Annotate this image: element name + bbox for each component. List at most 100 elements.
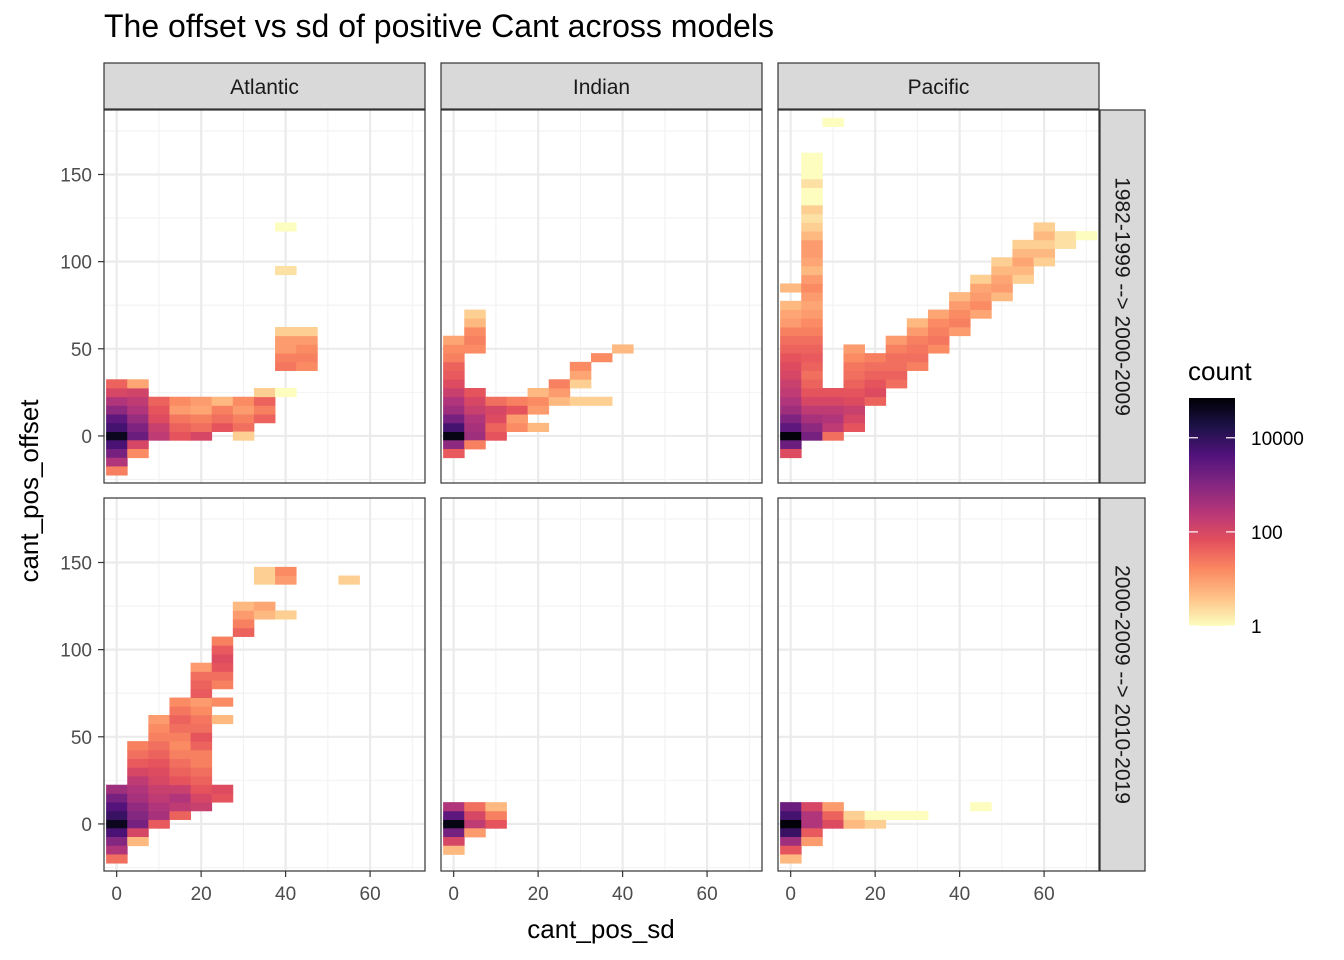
y-axis-title: cant_pos_offset [14, 399, 44, 583]
heatmap-tile [211, 405, 234, 415]
heatmap-tile [464, 819, 486, 829]
y-tick-label: 0 [81, 427, 92, 448]
heatmap-tile [253, 388, 276, 398]
heatmap-tile [275, 361, 297, 371]
heatmap-tile [1075, 231, 1098, 241]
heatmap-tile [970, 274, 992, 284]
chart-title: The offset vs sd of positive Cant across… [104, 8, 774, 44]
heatmap-tile [169, 776, 191, 786]
heatmap-tile [464, 431, 486, 441]
heatmap-tile [1033, 239, 1056, 249]
panel-atlantic-row2 [104, 498, 425, 871]
heatmap-tile [106, 449, 128, 459]
heatmap-tile [780, 335, 802, 345]
heatmap-tile [864, 388, 887, 398]
heatmap-tile [148, 758, 170, 768]
x-tick-label: 40 [949, 884, 970, 905]
heatmap-tile [843, 361, 865, 371]
heatmap-tile [822, 396, 844, 406]
heatmap-tile [1012, 248, 1034, 258]
y-tick-label: 0 [81, 815, 92, 836]
y-tick-label: 150 [60, 553, 92, 574]
heatmap-tile [906, 810, 929, 820]
heatmap-tile [127, 802, 149, 812]
heatmap-tile [885, 335, 908, 345]
heatmap-tile [127, 749, 149, 759]
heatmap-tile [801, 335, 823, 345]
heatmap-tile [148, 414, 170, 424]
heatmap-tile [169, 741, 191, 751]
panel-border [103, 109, 426, 484]
x-tick-label: 20 [865, 884, 886, 905]
heatmap-tile [211, 662, 234, 672]
heatmap-tile [822, 117, 844, 127]
heatmap-tile [780, 318, 802, 328]
heatmap-tile [211, 697, 234, 707]
heatmap-tile [801, 170, 823, 180]
heatmap-tile [148, 810, 170, 820]
heatmap-tile [801, 837, 823, 847]
heatmap-tile [190, 680, 213, 690]
heatmap-tile [106, 414, 128, 424]
heatmap-tile [253, 405, 276, 415]
heatmap-tile [190, 414, 213, 424]
heatmap-tile [485, 396, 507, 406]
heatmap-tile [232, 431, 255, 441]
heatmap-tile [211, 396, 234, 406]
heatmap-tile [801, 222, 823, 232]
heatmap-tile [801, 248, 823, 258]
heatmap-tile [822, 810, 844, 820]
heatmap-tile [190, 697, 213, 707]
heatmap-tile [275, 266, 297, 276]
heatmap-tile [127, 414, 149, 424]
heatmap-tile [443, 414, 465, 424]
heatmap-tile [780, 422, 802, 432]
heatmap-tile [801, 810, 823, 820]
heatmap-tile [169, 715, 191, 725]
heatmap-tile [211, 715, 234, 725]
heatmap-tile [548, 388, 571, 398]
heatmap-tile [211, 680, 234, 690]
heatmap-tile [590, 396, 613, 406]
heatmap-tile [864, 819, 887, 829]
heatmap-tile [506, 405, 528, 415]
heatmap-tile [843, 414, 865, 424]
heatmap-tile [127, 810, 149, 820]
heatmap-tile [485, 810, 507, 820]
heatmap-tile [780, 300, 802, 310]
x-tick-label: 0 [448, 884, 459, 905]
heatmap-tile [780, 819, 802, 829]
heatmap-tile [801, 802, 823, 812]
heatmap-tile [801, 178, 823, 188]
heatmap-tile [464, 344, 486, 354]
heatmap-tile [801, 414, 823, 424]
facet-label-indian: Indian [573, 76, 630, 99]
heatmap-tile [106, 854, 128, 864]
heatmap-tile [253, 414, 276, 424]
heatmap-tile [127, 431, 149, 441]
legend-title: count [1188, 356, 1252, 386]
heatmap-tile [127, 388, 149, 398]
heatmap-tile [991, 257, 1013, 267]
facet-strip-pacific [777, 62, 1100, 110]
heatmap-tile [169, 414, 191, 424]
heatmap-tile [1033, 231, 1056, 241]
heatmap-tile [211, 784, 234, 794]
heatmap-tile [232, 619, 255, 629]
tiles-indian-row2 [443, 802, 507, 855]
heatmap-tile [106, 828, 128, 838]
heatmap-tile [148, 793, 170, 803]
heatmap-tile [275, 575, 297, 585]
heatmap-tile [970, 802, 992, 812]
heatmap-tile [949, 309, 971, 319]
heatmap-tile [801, 318, 823, 328]
heatmap-tile [148, 396, 170, 406]
heatmap-tile [275, 344, 297, 354]
heatmap-tile [148, 405, 170, 415]
heatmap-tile [970, 283, 992, 293]
heatmap-tile [106, 810, 128, 820]
heatmap-tile [864, 396, 887, 406]
heatmap-tile [127, 741, 149, 751]
heatmap-tile [275, 335, 297, 345]
